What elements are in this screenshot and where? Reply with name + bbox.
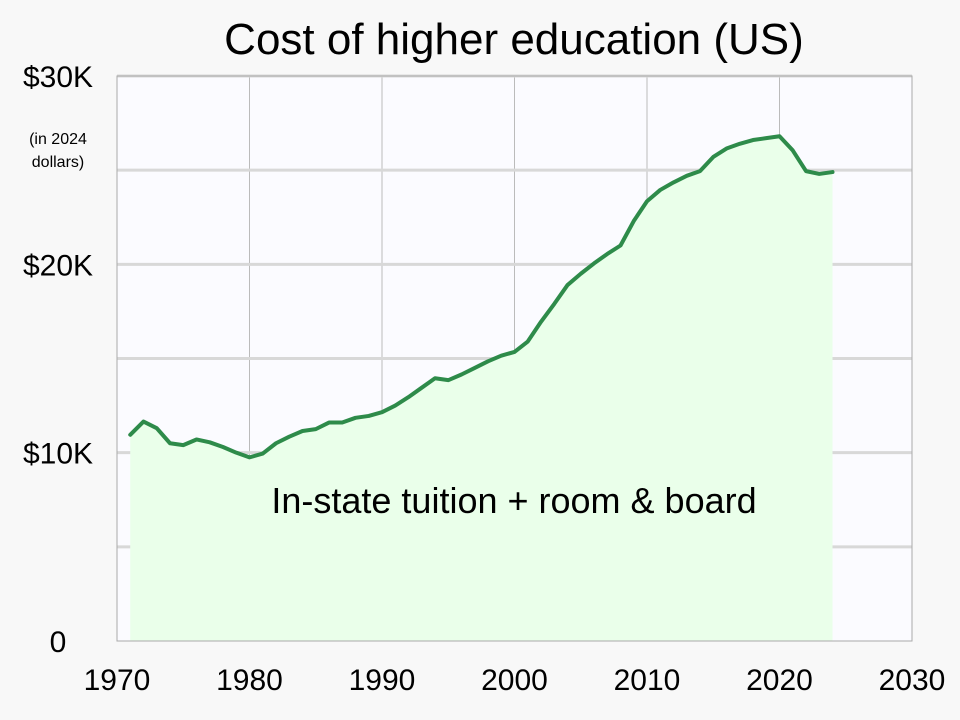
- data-point: [818, 173, 820, 175]
- x-tick-label: 1980: [216, 664, 283, 697]
- series-area-fill: [130, 136, 833, 641]
- data-point: [765, 137, 767, 139]
- y-tick-label: $10K: [23, 438, 93, 471]
- data-point: [434, 377, 436, 379]
- data-point: [792, 149, 794, 151]
- data-point: [408, 396, 409, 398]
- data-point: [262, 453, 264, 455]
- x-tick-label: 2030: [879, 664, 946, 697]
- data-point: [302, 430, 303, 432]
- y-axis: 0 $10K $20K $30K: [23, 61, 93, 659]
- data-point: [474, 367, 476, 369]
- data-point: [553, 303, 555, 305]
- x-tick-label: 1970: [84, 664, 151, 697]
- data-point: [315, 428, 317, 430]
- plot-frame: [116, 75, 913, 642]
- data-point: [169, 442, 171, 444]
- data-point: [341, 422, 343, 424]
- x-tick-label: 1990: [349, 664, 416, 697]
- unit-note-line-1: (in 2024: [29, 131, 87, 148]
- data-point: [235, 452, 237, 454]
- data-point: [129, 434, 131, 436]
- data-point: [739, 143, 741, 145]
- data-point: [196, 438, 197, 440]
- data-point: [461, 374, 462, 376]
- data-point: [156, 427, 158, 429]
- data-point: [686, 175, 688, 177]
- data-point: [659, 189, 661, 191]
- data-point: [646, 200, 648, 202]
- data-point: [540, 321, 542, 323]
- chart-title: Cost of higher education (US): [224, 15, 804, 64]
- data-point: [527, 341, 529, 343]
- data-point: [209, 441, 211, 443]
- x-tick-label: 2020: [746, 664, 813, 697]
- area-annotation: In-state tuition + room & board: [271, 480, 756, 521]
- data-points: [129, 135, 833, 458]
- unit-note-line-2: dollars): [32, 154, 84, 171]
- y-tick-label: $20K: [23, 249, 93, 282]
- data-point: [182, 444, 184, 446]
- data-point: [726, 148, 727, 150]
- data-point: [143, 421, 144, 423]
- data-point: [487, 360, 489, 362]
- data-point: [222, 446, 224, 448]
- data-point: [712, 156, 714, 158]
- data-point: [832, 171, 833, 173]
- data-point: [421, 387, 423, 389]
- x-tick-label: 2000: [481, 664, 548, 697]
- data-point: [447, 379, 449, 381]
- data-point: [514, 351, 515, 353]
- data-point: [633, 220, 635, 222]
- data-point: [249, 456, 250, 458]
- data-point: [500, 355, 502, 357]
- data-point: [580, 273, 582, 275]
- series-line: [128, 134, 835, 460]
- data-point: [288, 436, 290, 438]
- data-point: [752, 139, 754, 141]
- y-tick-label: $30K: [23, 61, 93, 94]
- data-point: [699, 170, 701, 172]
- data-point: [381, 411, 383, 413]
- x-tick-label: 2010: [614, 664, 681, 697]
- data-point: [355, 417, 356, 419]
- data-point: [673, 181, 674, 183]
- data-point: [779, 135, 780, 137]
- data-point: [275, 442, 277, 444]
- x-axis: 1970 1980 1990 2000 2010 2020 2030: [84, 664, 946, 697]
- data-point: [805, 170, 807, 172]
- data-point: [593, 262, 595, 264]
- data-point: [567, 284, 568, 286]
- data-point: [606, 253, 608, 255]
- data-point: [368, 415, 370, 417]
- data-point: [620, 245, 621, 246]
- y-tick-label: 0: [50, 626, 67, 659]
- data-point: [394, 405, 396, 407]
- data-point: [328, 422, 330, 424]
